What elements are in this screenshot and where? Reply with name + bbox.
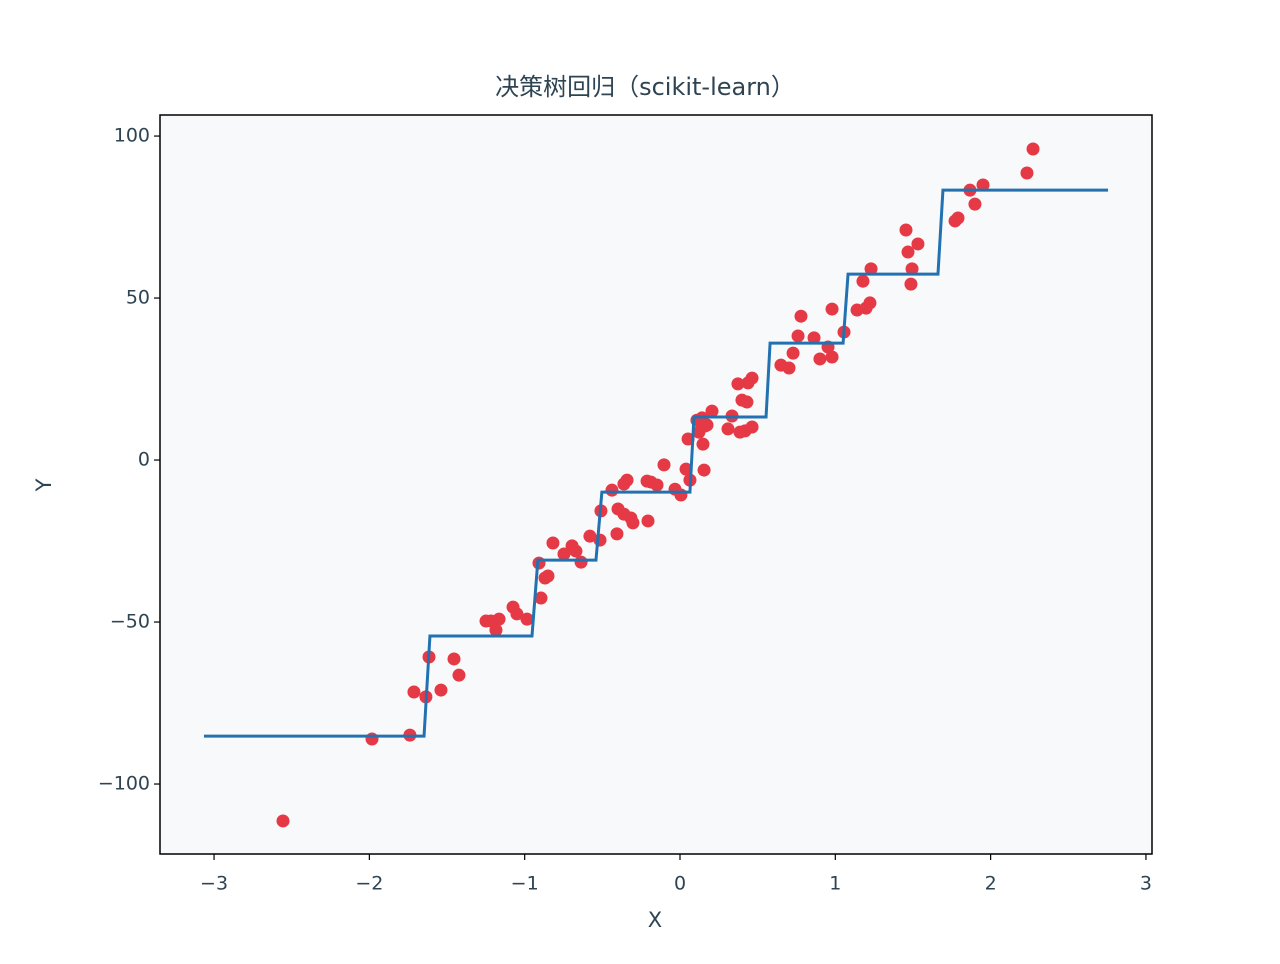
data-point: [407, 685, 421, 699]
data-point: [574, 555, 588, 569]
data-point: [951, 211, 965, 225]
data-point: [825, 350, 839, 364]
x-tick-label: 1: [829, 873, 841, 895]
data-point: [650, 478, 664, 492]
data-point: [489, 623, 503, 637]
data-point: [904, 277, 918, 291]
data-point: [740, 395, 754, 409]
data-point: [899, 223, 913, 237]
data-point: [541, 569, 555, 583]
data-point: [901, 245, 915, 259]
data-point: [679, 462, 693, 476]
data-point: [1026, 142, 1040, 156]
data-point: [976, 178, 990, 192]
data-point: [721, 422, 735, 436]
y-tick-label: −50: [110, 611, 150, 633]
data-point: [786, 346, 800, 360]
data-point: [546, 536, 560, 550]
data-point: [520, 612, 534, 626]
data-point: [700, 418, 714, 432]
data-point: [657, 458, 671, 472]
data-point: [492, 612, 506, 626]
data-point: [863, 296, 877, 310]
data-point: [593, 533, 607, 547]
data-point: [791, 329, 805, 343]
y-tick-label: 100: [114, 125, 150, 147]
data-point: [968, 197, 982, 211]
data-point: [856, 274, 870, 288]
data-point: [905, 262, 919, 276]
data-point: [447, 652, 461, 666]
chart-title: 决策树回归（scikit-learn）: [495, 73, 795, 101]
data-point: [605, 483, 619, 497]
x-tick-label: 2: [985, 873, 997, 895]
data-point: [276, 814, 290, 828]
data-point: [674, 488, 688, 502]
data-point: [452, 668, 466, 682]
data-point: [434, 683, 448, 697]
data-point: [731, 377, 745, 391]
data-point: [705, 404, 719, 418]
data-point: [696, 437, 710, 451]
data-point: [807, 331, 821, 345]
data-point: [510, 607, 524, 621]
y-tick-label: 50: [126, 287, 150, 309]
y-axis-label: Y: [32, 478, 56, 492]
data-point: [569, 544, 583, 558]
data-point: [745, 420, 759, 434]
data-point: [697, 463, 711, 477]
data-point: [610, 527, 624, 541]
x-tick-label: 3: [1140, 873, 1152, 895]
x-axis-label: X: [648, 908, 662, 932]
y-tick-label: 0: [138, 449, 150, 471]
data-point: [813, 352, 827, 366]
x-tick-label: −2: [355, 873, 383, 895]
step-line: [203, 188, 1109, 738]
data-point: [534, 591, 548, 605]
data-point: [794, 309, 808, 323]
data-point: [782, 361, 796, 375]
x-tick-label: −1: [511, 873, 539, 895]
data-point: [583, 529, 597, 543]
data-point: [1020, 166, 1034, 180]
data-point: [911, 237, 925, 251]
plot-frame: [159, 114, 1153, 855]
y-tick-label: −100: [98, 773, 150, 795]
data-point: [864, 262, 878, 276]
data-point: [557, 547, 571, 561]
data-point: [745, 371, 759, 385]
data-point: [626, 516, 640, 530]
data-point: [620, 473, 634, 487]
x-tick-label: 0: [674, 873, 686, 895]
data-point: [641, 514, 655, 528]
data-point: [365, 732, 379, 746]
data-point: [825, 302, 839, 316]
x-tick-label: −3: [200, 873, 228, 895]
